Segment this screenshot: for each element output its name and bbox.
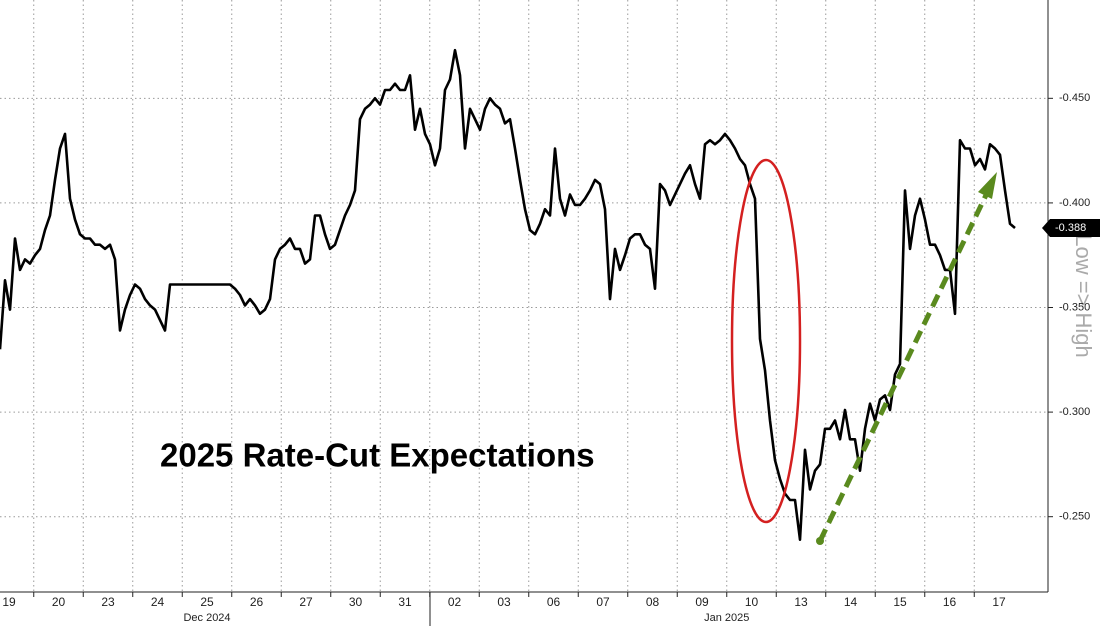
x-tick-label: 06: [547, 595, 561, 609]
x-tick-label: 10: [745, 595, 759, 609]
y-tick-label: -0.400: [1059, 197, 1090, 209]
y-tick-label: -0.450: [1059, 92, 1090, 104]
x-tick-label: 14: [844, 595, 858, 609]
x-tick-label: 02: [448, 595, 462, 609]
trend-arrow: [817, 191, 990, 543]
x-tick-label: 17: [992, 595, 1006, 609]
x-tick-label: 20: [52, 595, 66, 609]
x-tick-label: 09: [695, 595, 709, 609]
x-tick-label: 13: [794, 595, 808, 609]
chart-title: 2025 Rate-Cut Expectations: [160, 437, 595, 474]
x-tick-label: 26: [250, 595, 264, 609]
y-tick-label: -0.350: [1059, 301, 1090, 313]
x-tick-label: 27: [299, 595, 313, 609]
highlight-ellipse: [730, 158, 802, 524]
x-tick-label: 19: [2, 595, 16, 609]
last-value-tag: [1042, 219, 1100, 238]
x-group-label: Dec 2024: [183, 612, 230, 624]
x-tick-label: 07: [596, 595, 610, 609]
x-group-label: Jan 2025: [704, 612, 749, 624]
x-tick-label: 23: [101, 595, 115, 609]
series: [0, 48, 1016, 541]
y-tick-label: -0.250: [1059, 511, 1090, 523]
last-value-label: -0.388: [1055, 222, 1086, 234]
y-tick-label: -0.300: [1059, 406, 1090, 418]
trend-arrow-head: [978, 172, 997, 199]
x-tick-label: 08: [646, 595, 660, 609]
x-tick-label: 24: [151, 595, 165, 609]
trend-arrow-start: [816, 537, 824, 545]
x-tick-label: 03: [497, 595, 511, 609]
x-tick-label: 31: [398, 595, 412, 609]
x-tick-label: 15: [893, 595, 907, 609]
x-tick-label: 16: [943, 595, 957, 609]
series-line: [0, 48, 1016, 541]
x-tick-label: 30: [349, 595, 363, 609]
x-tick-label: 25: [200, 595, 214, 609]
axis-note: Low => High: [1071, 234, 1096, 358]
